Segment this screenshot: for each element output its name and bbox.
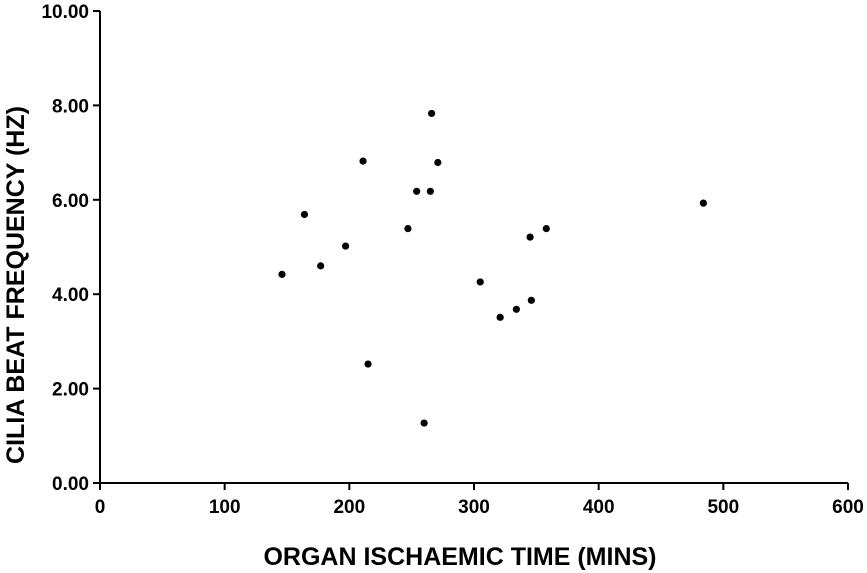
x-axis-ticks: 0 100 200 300 400 500 600 — [95, 483, 864, 518]
x-tick-label: 600 — [832, 497, 864, 518]
x-tick-label: 500 — [707, 497, 739, 518]
y-tick-label: 8.00 — [52, 96, 89, 117]
x-axis-title: ORGAN ISCHAEMIC TIME (MINS) — [263, 543, 656, 571]
data-point — [317, 262, 325, 270]
data-point — [699, 199, 707, 207]
y-tick-label: 0.00 — [52, 474, 89, 495]
data-point — [341, 242, 350, 250]
y-axis-ticks: 0.00 2.00 4.00 6.00 8.00 10.00 — [41, 2, 100, 495]
axes — [99, 11, 848, 484]
data-point — [434, 158, 442, 167]
data-point — [278, 270, 286, 278]
data-point — [476, 278, 484, 286]
data-point — [426, 187, 434, 195]
y-tick-label: 6.00 — [52, 191, 89, 212]
x-tick-label: 200 — [333, 497, 365, 518]
data-point — [364, 360, 372, 368]
x-tick-label: 300 — [458, 497, 490, 518]
y-tick-label: 4.00 — [52, 285, 89, 306]
data-point — [420, 419, 428, 427]
data-point — [526, 233, 534, 241]
data-point — [542, 224, 550, 233]
y-tick-label: 10.00 — [41, 2, 89, 23]
x-tick-label: 400 — [583, 497, 615, 518]
data-point — [496, 313, 504, 321]
y-axis-title: CILIA BEAT FREQUENCY (HZ) — [2, 106, 30, 464]
data-point — [404, 224, 412, 233]
x-tick-label: 100 — [209, 497, 241, 518]
data-point — [527, 296, 535, 304]
data-point — [428, 109, 436, 118]
data-points — [278, 109, 707, 427]
data-point — [300, 210, 309, 219]
data-point — [512, 305, 520, 313]
data-point — [359, 157, 367, 165]
x-tick-label: 0 — [95, 497, 106, 518]
y-tick-label: 2.00 — [52, 380, 89, 401]
data-point — [413, 187, 421, 195]
